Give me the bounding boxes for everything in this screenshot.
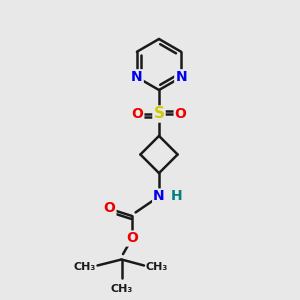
Text: CH₃: CH₃: [110, 284, 133, 293]
Text: CH₃: CH₃: [74, 262, 96, 272]
Text: O: O: [103, 202, 116, 215]
Text: O: O: [175, 107, 187, 121]
Text: O: O: [131, 107, 143, 121]
Text: S: S: [154, 106, 164, 122]
Text: N: N: [131, 70, 143, 84]
Text: N: N: [153, 190, 165, 203]
Text: O: O: [126, 232, 138, 245]
Text: CH₃: CH₃: [146, 262, 168, 272]
Text: H: H: [171, 190, 182, 203]
Text: N: N: [175, 70, 187, 84]
